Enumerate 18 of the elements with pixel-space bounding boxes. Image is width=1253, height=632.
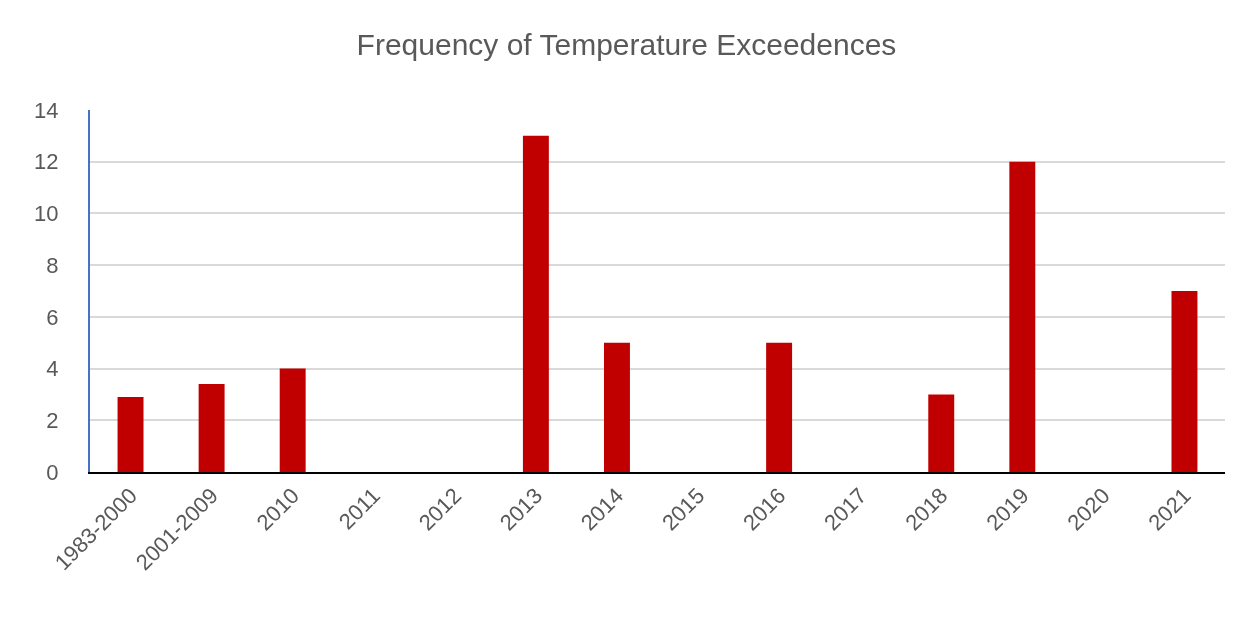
chart-title: Frequency of Temperature Exceedences — [356, 27, 897, 61]
y-tick-label: 0 — [46, 459, 59, 485]
y-tick-label: 2 — [46, 407, 59, 433]
bar — [522, 135, 549, 472]
y-tick-label: 14 — [34, 97, 59, 123]
y-tick-label: 8 — [46, 252, 59, 278]
bar — [117, 397, 144, 472]
y-tick-label: 4 — [46, 356, 59, 382]
bar — [766, 342, 793, 472]
y-tick-label: 10 — [34, 201, 59, 227]
bar — [603, 342, 630, 472]
bar — [198, 384, 225, 472]
bar — [1171, 291, 1198, 472]
bar — [928, 394, 955, 472]
bar — [279, 368, 306, 472]
y-tick-label: 6 — [46, 304, 59, 330]
y-tick-label: 12 — [34, 149, 59, 175]
bar — [1009, 161, 1036, 472]
